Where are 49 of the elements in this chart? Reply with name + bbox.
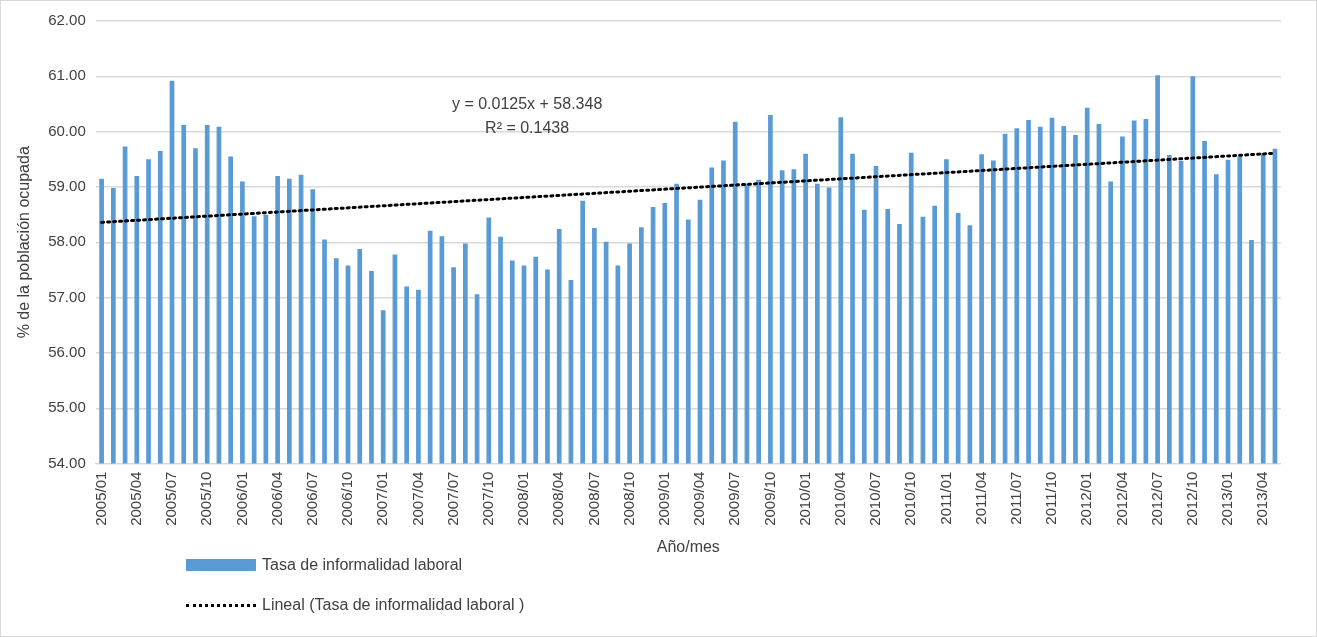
x-tick-label: 2005/04 <box>126 471 144 526</box>
x-tick-label: 2009/10 <box>760 471 778 526</box>
legend-label: Tasa de informalidad laboral <box>262 556 463 574</box>
x-tick-label: 2006/01 <box>232 471 250 526</box>
x-tick-label: 2008/01 <box>514 471 532 526</box>
x-tick-label: 2008/07 <box>584 471 602 526</box>
x-tick-label: 2013/04 <box>1253 471 1271 526</box>
y-tick-label: 56.00 <box>48 343 86 361</box>
x-tick-label: 2005/10 <box>197 471 215 526</box>
x-tick-label: 2010/07 <box>866 471 884 526</box>
x-tick-label: 2005/07 <box>162 471 180 526</box>
x-tick-label: 2012/10 <box>1182 471 1200 526</box>
x-tick-label: 2011/04 <box>971 471 989 525</box>
x-tick-label: 2012/04 <box>1112 471 1130 526</box>
y-tick-label: 55.00 <box>48 398 86 416</box>
y-tick-label: 60.00 <box>48 121 86 139</box>
x-tick-label: 2011/01 <box>936 471 954 525</box>
x-tick-label: 2007/07 <box>443 471 461 526</box>
x-tick-label: 2009/07 <box>725 471 743 526</box>
x-tick-label: 2006/04 <box>267 471 285 526</box>
x-tick-label: 2008/10 <box>619 471 637 526</box>
x-axis-title: Año/mes <box>656 537 720 555</box>
x-tick-label: 2007/10 <box>478 471 496 526</box>
x-tick-label: 2010/04 <box>830 471 848 526</box>
y-tick-label: 59.00 <box>48 177 86 195</box>
y-tick-label: 57.00 <box>48 287 86 305</box>
annotation: R² = 0.1438 <box>485 119 570 137</box>
y-tick-label: 54.00 <box>48 453 86 471</box>
y-axis-title: % de la población ocupada <box>15 146 33 339</box>
x-tick-label: 2011/07 <box>1006 471 1024 525</box>
x-tick-label: 2009/04 <box>690 471 708 526</box>
y-tick-label: 61.00 <box>48 66 86 84</box>
x-tick-label: 2011/10 <box>1042 471 1060 525</box>
x-tick-label: 2009/01 <box>654 471 672 526</box>
x-tick-label: 2010/01 <box>795 471 813 526</box>
x-tick-label: 2007/01 <box>373 471 391 526</box>
x-tick-label: 2012/07 <box>1147 471 1165 526</box>
annotation: y = 0.0125x + 58.348 <box>451 95 603 113</box>
y-tick-label: 58.00 <box>48 232 86 250</box>
x-tick-label: 2006/10 <box>338 471 356 526</box>
x-tick-label: 2012/01 <box>1077 471 1095 526</box>
y-tick-label: 62.00 <box>48 11 86 29</box>
x-tick-label: 2005/01 <box>91 471 109 526</box>
x-tick-label: 2010/10 <box>901 471 919 526</box>
x-tick-label: 2013/01 <box>1218 471 1236 526</box>
legend-label: Lineal (Tasa de informalidad laboral ) <box>262 596 525 614</box>
x-tick-label: 2007/04 <box>408 471 426 526</box>
x-tick-label: 2006/07 <box>302 471 320 526</box>
x-tick-label: 2008/04 <box>549 471 567 526</box>
